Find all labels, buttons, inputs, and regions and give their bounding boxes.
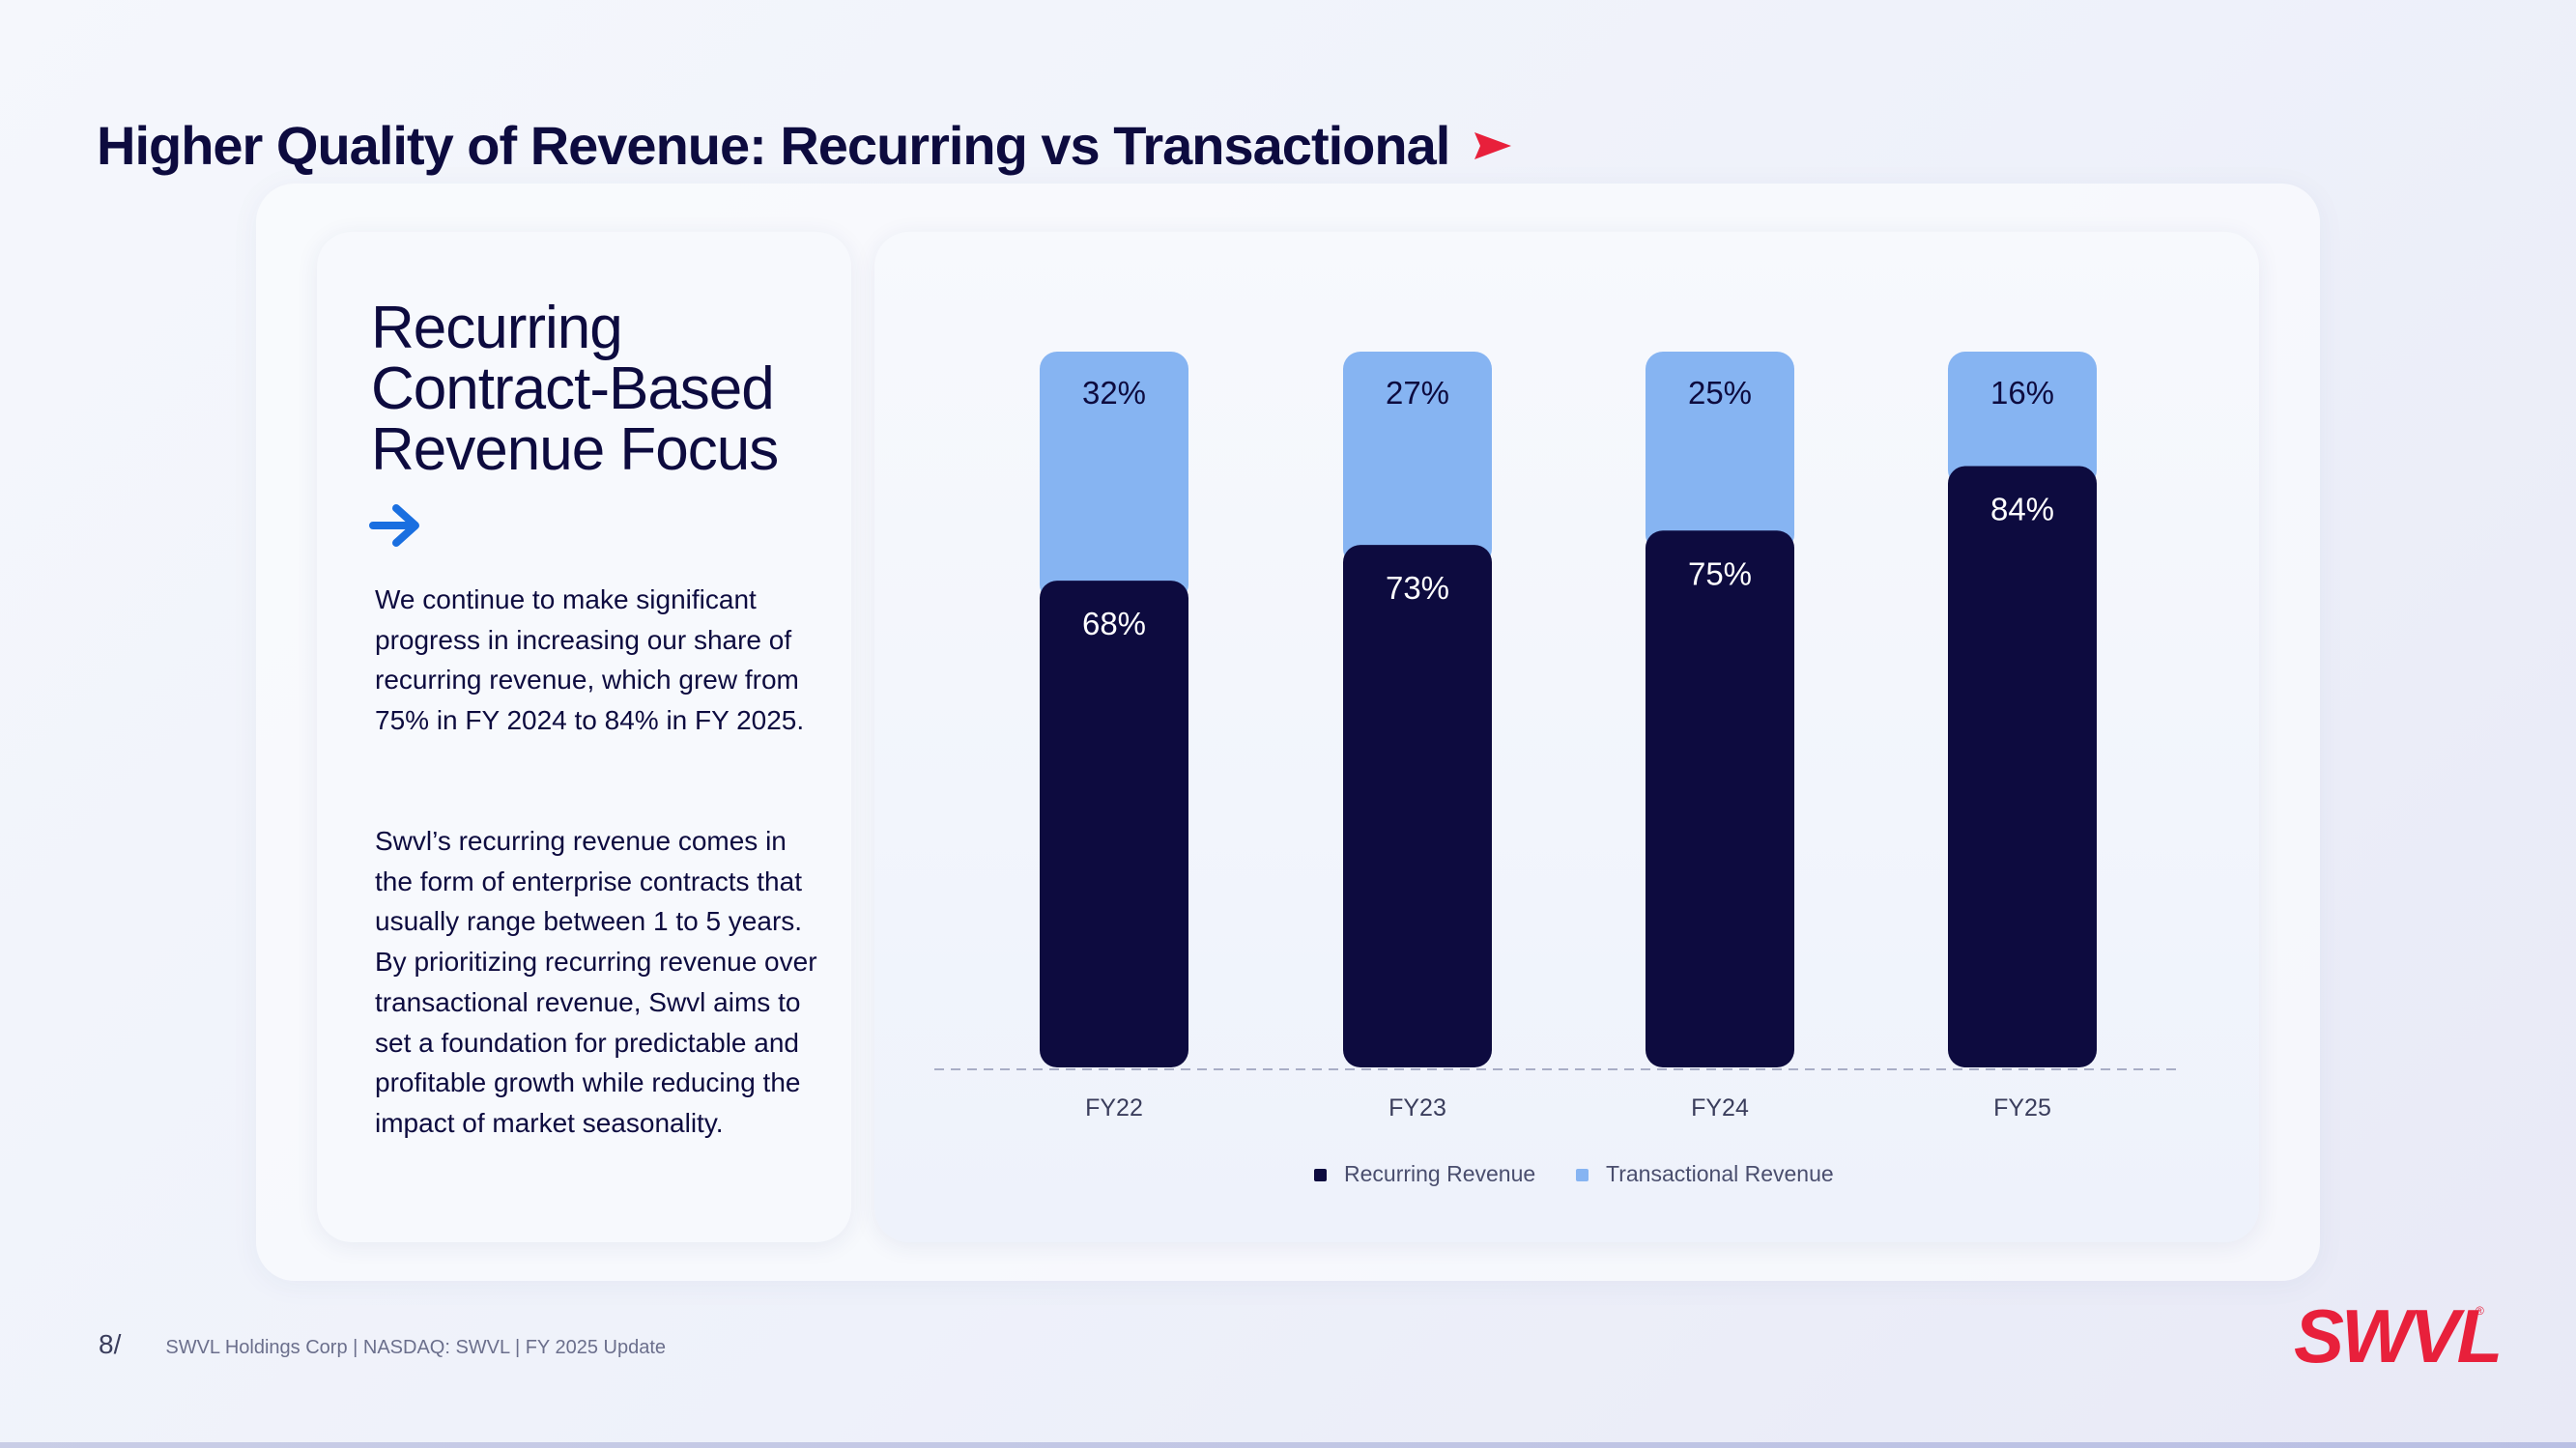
legend-label-transactional-revenue: Transactional Revenue [1606,1161,1834,1186]
label-transactional-fy24: 25% [1688,375,1752,411]
chevron-right-icon [1474,131,1512,159]
label-transactional-fy22: 32% [1082,375,1146,411]
bar-transactional-fy23 [1343,352,1492,567]
legend-swatch-transactional-revenue [1576,1169,1589,1181]
bar-recurring-fy22 [1040,581,1188,1067]
x-tick-fy24: FY24 [1691,1094,1749,1121]
label-transactional-fy23: 27% [1386,375,1449,411]
bar-transactional-fy22 [1040,352,1188,603]
page-title-text: Higher Quality of Revenue: Recurring vs … [97,115,1450,176]
arrow-right-icon [369,504,419,547]
bar-recurring-fy25 [1948,466,2097,1067]
label-recurring-fy25: 84% [1990,492,2054,527]
label-transactional-fy25: 16% [1990,375,2054,411]
bar-recurring-fy24 [1646,530,1794,1067]
registered-mark: ® [2476,1304,2484,1318]
label-recurring-fy22: 68% [1082,606,1146,641]
card-heading: Recurring Contract-Based Revenue Focus [371,295,779,483]
paragraph-recurring-growth: We continue to make significant progress… [375,584,805,736]
x-tick-fy22: FY22 [1085,1094,1143,1121]
bottom-accent-bar [0,1442,2576,1448]
legend-label-recurring-revenue: Recurring Revenue [1344,1161,1535,1186]
x-tick-fy23: FY23 [1388,1094,1446,1121]
stacked-bar-chart: 32% 68% FY22 27% 73% FY23 25% 75% FY24 16% 84% FY25… [934,352,2179,1186]
legend-swatch-recurring-revenue [1314,1169,1327,1181]
bar-transactional-fy25 [1948,352,2097,488]
label-recurring-fy24: 75% [1688,555,1752,591]
page-title: Higher Quality of Revenue: Recurring vs … [97,114,1515,177]
page-number: 8/ [99,1329,122,1359]
footer: 8/ SWVL Holdings Corp | NASDAQ: SWVL | F… [99,1329,666,1360]
footer-text: SWVL Holdings Corp | NASDAQ: SWVL | FY 2… [165,1337,667,1358]
text-card: Recurring Contract-Based Revenue Focus W… [317,232,851,1242]
bar-recurring-fy23 [1343,545,1492,1067]
x-tick-fy25: FY25 [1993,1094,2051,1121]
paragraph-enterprise-contracts: Swvl’s recurring revenue comes in the fo… [375,826,817,1138]
label-recurring-fy23: 73% [1386,570,1449,606]
chart-card: 32% 68% FY22 27% 73% FY23 25% 75% FY24 16% 84% FY25… [874,232,2259,1242]
swvl-logo: SWVL [2294,1293,2503,1378]
bar-transactional-fy24 [1646,352,1794,553]
